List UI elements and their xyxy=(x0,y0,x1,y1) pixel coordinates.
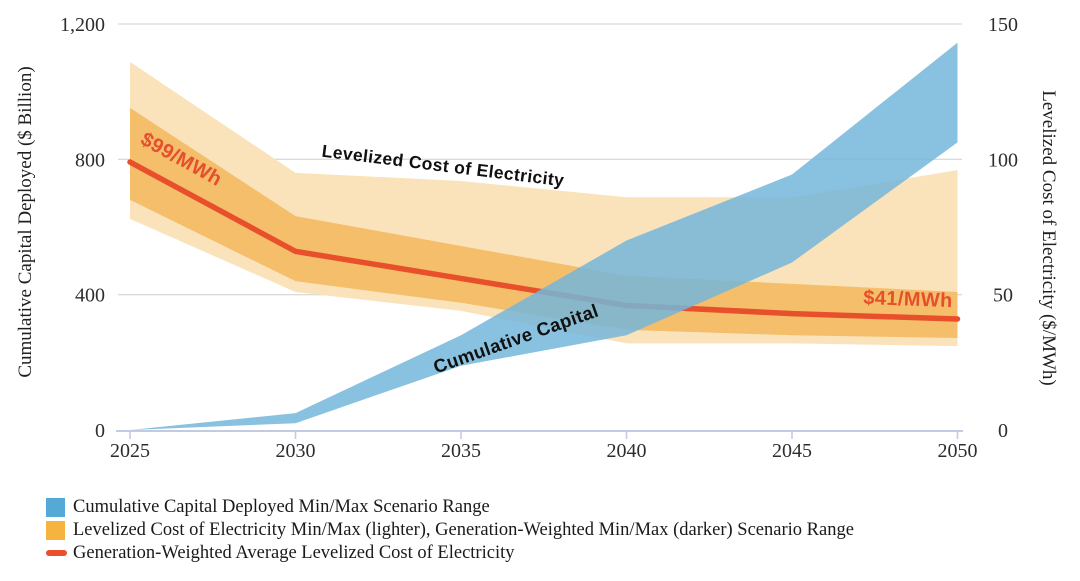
x-tick-label: 2045 xyxy=(772,440,812,462)
legend-label: Generation-Weighted Average Levelized Co… xyxy=(73,543,515,563)
x-tick-label: 2050 xyxy=(938,440,978,462)
blue-square-swatch-icon xyxy=(46,497,65,517)
x-tick-label: 2025 xyxy=(110,440,150,462)
tick-labels: 0 400 800 1,200 0 50 100 150 2025 2030 2035 2040 204… xyxy=(60,14,1018,462)
y-right-tick-label: 50 xyxy=(993,285,1013,307)
y-right-tick-label: 0 xyxy=(998,420,1008,442)
x-tick-label: 2040 xyxy=(607,440,647,462)
legend-item-capital-range: Cumulative Capital Deployed Min/Max Scen… xyxy=(46,496,854,518)
legend-label: Levelized Cost of Electricity Min/Max (l… xyxy=(73,520,854,540)
x-tick-label: 2035 xyxy=(441,440,481,462)
x-axis-line xyxy=(116,430,963,439)
chart-canvas: 0 400 800 1,200 0 50 100 150 2025 2030 2035 2040 204… xyxy=(60,14,1018,462)
orange-square-swatch-icon xyxy=(46,520,65,540)
y-right-tick-label: 150 xyxy=(988,14,1018,36)
legend-label: Cumulative Capital Deployed Min/Max Scen… xyxy=(73,497,490,517)
y-right-tick-label: 100 xyxy=(988,149,1018,171)
annotation-end-price: $41/MWh xyxy=(862,286,954,313)
legend-item-avg-lcoe: Generation-Weighted Average Levelized Co… xyxy=(46,542,854,564)
x-tick-label: 2030 xyxy=(276,440,316,462)
left-axis-title: Cumulative Capital Deployed ($ Billion) xyxy=(15,66,36,378)
legend-item-lcoe-range: Levelized Cost of Electricity Min/Max (l… xyxy=(46,519,854,541)
lcoe-genweighted-dark-band xyxy=(130,107,958,338)
legend: Cumulative Capital Deployed Min/Max Scen… xyxy=(46,496,854,564)
y-left-tick-label: 400 xyxy=(75,285,105,307)
y-left-tick-label: 800 xyxy=(75,149,105,171)
right-axis-title: Levelized Cost of Electricity ($/MWh) xyxy=(1038,90,1059,386)
cumulative-capital-band xyxy=(130,42,958,430)
y-left-tick-label: 0 xyxy=(95,420,105,442)
y-left-tick-label: 1,200 xyxy=(60,14,105,36)
red-dash-swatch-icon xyxy=(46,550,67,556)
